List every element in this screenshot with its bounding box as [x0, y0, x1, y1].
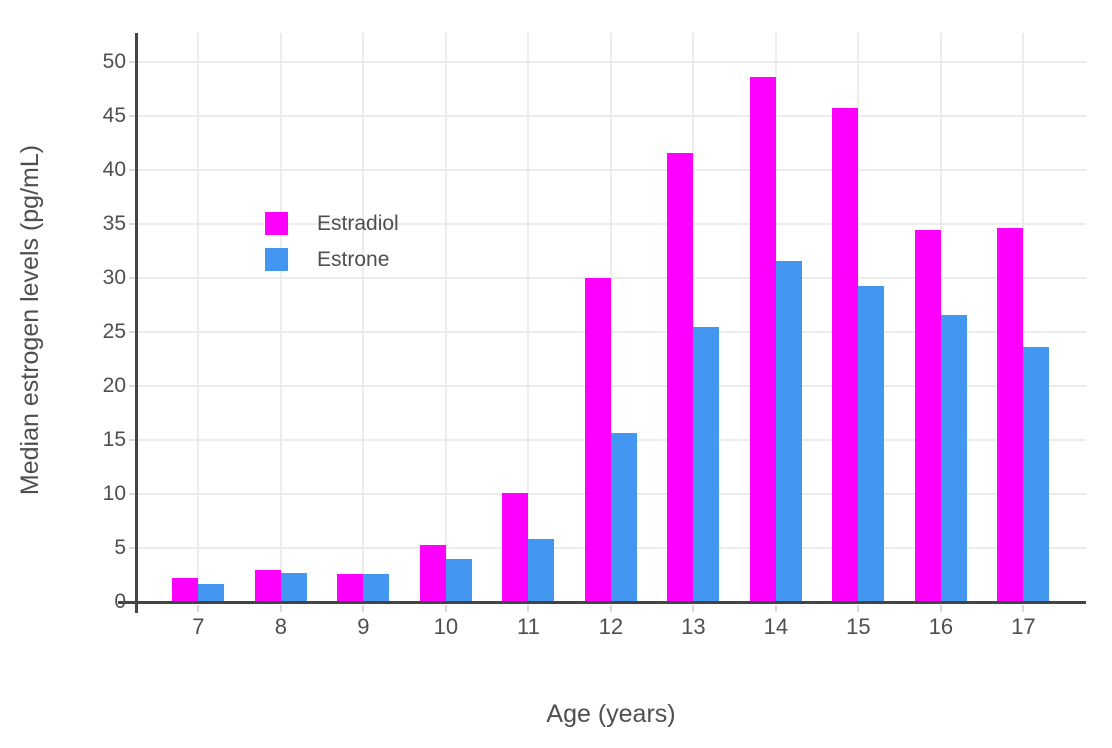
x-gridline-10 — [444, 33, 447, 602]
x-tick-label-14: 14 — [763, 614, 789, 639]
y-tick-10 — [129, 493, 135, 496]
x-tick-label-13: 13 — [681, 614, 706, 639]
y-tick-35 — [129, 223, 135, 226]
y-tick-25 — [129, 331, 135, 334]
x-gridline-17 — [1022, 33, 1025, 602]
bar-estrone-8 — [280, 572, 307, 602]
x-tick-12 — [609, 605, 612, 612]
x-tick-label-8: 8 — [274, 614, 288, 639]
x-tick-8 — [279, 605, 282, 612]
x-axis-title: Age (years) — [546, 700, 676, 728]
bar-estradiol-10 — [419, 544, 446, 602]
legend-item-estradiol[interactable]: Estradiol — [265, 212, 399, 235]
bar-estradiol-8 — [254, 569, 281, 602]
y-tick-30 — [129, 277, 135, 280]
x-tick-15 — [857, 605, 860, 612]
plot-area — [137, 33, 1086, 602]
bar-estradiol-13 — [667, 152, 694, 602]
x-gridline-7 — [197, 33, 200, 602]
estradiol-swatch-icon — [265, 212, 288, 235]
x-tick-17 — [1022, 605, 1025, 612]
x-tick-7 — [197, 605, 200, 612]
legend: Estradiol Estrone — [265, 212, 399, 284]
bar-estrone-13 — [693, 326, 720, 602]
x-gridline-8 — [279, 33, 282, 602]
y-tick-label-30: 30 — [102, 266, 126, 290]
y-tick-15 — [129, 439, 135, 442]
x-tick-label-10: 10 — [433, 614, 459, 639]
y-tick-label-0: 0 — [114, 590, 126, 613]
y-tick-label-5: 5 — [114, 536, 126, 559]
y-tick-45 — [129, 115, 135, 118]
bar-estrone-11 — [528, 539, 555, 602]
y-tick-label-15: 15 — [102, 428, 126, 452]
y-axis-line — [135, 33, 138, 613]
y-tick-label-10: 10 — [102, 482, 126, 506]
y-tick-5 — [129, 547, 135, 549]
bar-estrone-15 — [858, 285, 885, 602]
x-tick-16 — [939, 605, 942, 612]
x-tick-9 — [362, 605, 365, 612]
y-tick-label-35: 35 — [102, 212, 126, 236]
bar-estrone-9 — [363, 573, 390, 602]
bar-estradiol-17 — [997, 228, 1024, 602]
y-tick-50 — [129, 61, 135, 64]
y-tick-label-45: 45 — [102, 104, 126, 128]
bar-estradiol-12 — [584, 278, 611, 602]
x-tick-label-9: 9 — [357, 614, 370, 639]
x-tick-11 — [527, 605, 530, 612]
legend-item-estrone[interactable]: Estrone — [265, 248, 399, 271]
estrone-swatch-icon — [265, 248, 288, 271]
y-tick-label-20: 20 — [102, 374, 126, 398]
legend-label-estradiol: Estradiol — [317, 211, 399, 235]
bar-estradiol-15 — [832, 107, 859, 602]
y-tick-40 — [129, 169, 135, 172]
bar-estradiol-11 — [502, 492, 529, 602]
y-tick-20 — [129, 385, 135, 388]
bar-estrone-12 — [610, 432, 637, 602]
x-tick-label-7: 7 — [192, 614, 205, 639]
x-tick-label-16: 16 — [928, 614, 954, 639]
bar-estradiol-7 — [172, 578, 199, 602]
y-tick-label-25: 25 — [102, 320, 126, 344]
bar-estrone-10 — [445, 558, 472, 602]
x-gridline-12 — [609, 33, 612, 602]
x-gridline-13 — [692, 33, 695, 602]
bar-estrone-16 — [940, 314, 967, 602]
x-tick-14 — [774, 605, 777, 612]
x-tick-label-11: 11 — [516, 614, 540, 639]
x-tick-label-15: 15 — [846, 614, 871, 639]
legend-label-estrone: Estrone — [317, 247, 390, 271]
x-gridline-9 — [362, 33, 365, 602]
x-tick-label-17: 17 — [1011, 614, 1036, 639]
bar-estradiol-16 — [914, 229, 941, 602]
bar-estrone-7 — [198, 583, 225, 602]
x-gridline-11 — [527, 33, 530, 602]
x-axis-line — [118, 601, 1086, 604]
bar-estradiol-14 — [749, 77, 776, 602]
x-tick-13 — [692, 605, 695, 612]
x-tick-10 — [444, 605, 447, 612]
x-tick-label-12: 12 — [598, 614, 624, 639]
bar-estrone-14 — [775, 260, 802, 602]
bar-estradiol-9 — [337, 573, 364, 602]
bar-estrone-17 — [1023, 347, 1050, 602]
y-tick-label-50: 50 — [102, 50, 126, 74]
y-tick-label-40: 40 — [102, 158, 126, 182]
